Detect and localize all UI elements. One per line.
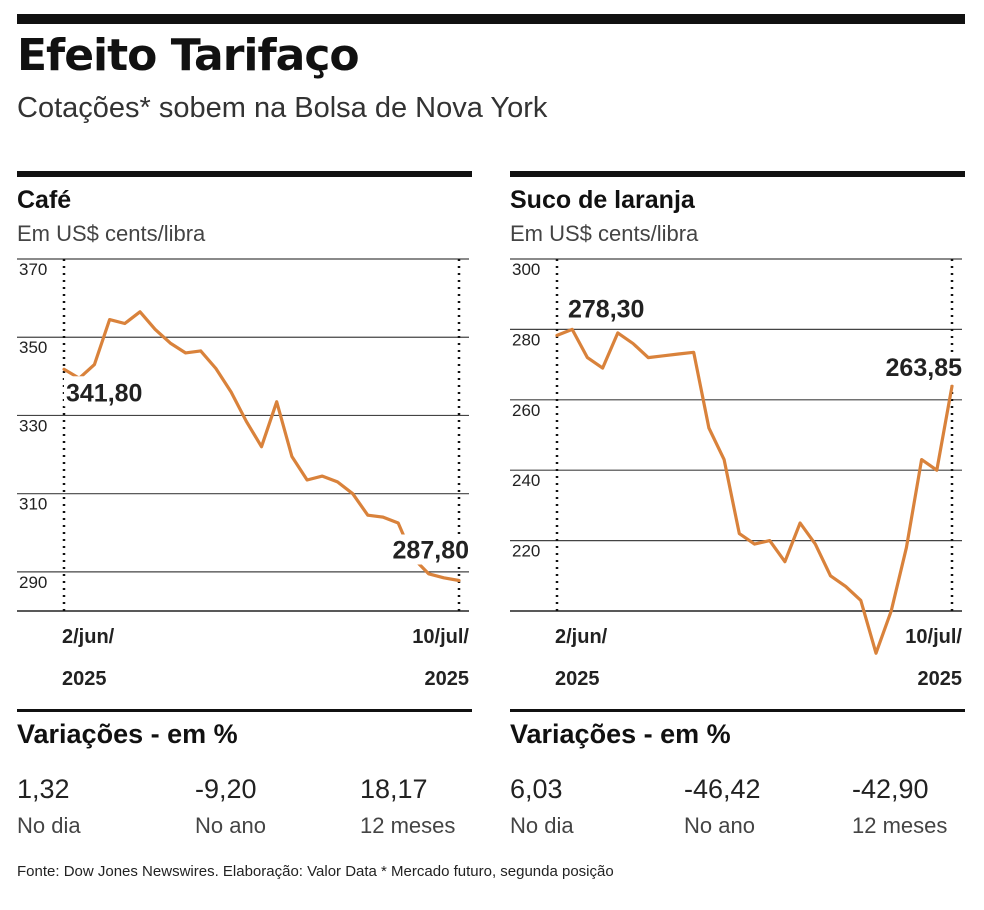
orange-juice-stat-day: 6,03 No dia: [510, 774, 574, 839]
source-footnote: Fonte: Dow Jones Newswires. Elaboração: …: [17, 863, 614, 880]
label-background: [566, 293, 668, 324]
y-tick-label: 280: [512, 330, 540, 349]
x-start-year-label: 2025: [62, 668, 107, 690]
x-start-label: 2/jun/: [555, 626, 608, 648]
start-value-label: 278,30: [568, 295, 644, 323]
y-tick-label: 330: [19, 416, 47, 435]
stat-value: -42,90: [852, 774, 929, 804]
stat-label: 12 meses: [852, 813, 948, 838]
stat-label: 12 meses: [360, 813, 456, 838]
y-tick-label: 300: [512, 260, 540, 279]
orange-juice-panel: Suco de laranja Em US$ cents/libra 220 24…: [510, 171, 965, 851]
label-background: [860, 352, 964, 383]
x-end-label: 10/jul/: [412, 626, 469, 648]
coffee-chart-unit: Em US$ cents/libra: [17, 221, 206, 246]
coffee-line-chart: 290 310 330 350 370 341,80 287,80 2/jun/2025 10/…: [17, 258, 470, 690]
panel-rule: [17, 171, 472, 177]
stat-value: -46,42: [684, 774, 761, 804]
variations-rule: [17, 709, 472, 712]
label-background: [385, 534, 469, 565]
y-tick-label: 240: [512, 471, 540, 490]
variations-rule: [510, 709, 965, 712]
x-end-year-label: 2025: [918, 668, 963, 690]
end-value-label: 287,80: [393, 536, 469, 564]
y-tick-label: 370: [19, 260, 47, 279]
stat-label: No ano: [684, 813, 755, 838]
x-start-label: 2/jun/: [62, 626, 115, 648]
orange-juice-line-chart: 220 240 260 280 300 278,30 263,85 2/jun/2025 10/…: [510, 258, 964, 690]
x-start-year-label: 2025: [555, 668, 600, 690]
coffee-stat-12m: 18,17 12 meses: [360, 774, 455, 839]
stat-value: 1,32: [17, 774, 70, 804]
start-value-label: 341,80: [66, 379, 142, 407]
orange-juice-stat-year: -46,42 No ano: [684, 774, 761, 839]
orange-juice-variations-title: Variações - em %: [510, 719, 731, 749]
stat-value: 18,17: [360, 774, 428, 804]
page-subtitle: Cotações* sobem na Bolsa de Nova York: [17, 92, 548, 124]
page-title: Efeito Tarifaço: [17, 30, 360, 81]
end-value-label: 263,85: [886, 354, 963, 382]
orange-juice-chart-title: Suco de laranja: [510, 186, 695, 214]
stat-label: No dia: [510, 813, 574, 838]
x-end-year-label: 2025: [425, 668, 470, 690]
x-end-label: 10/jul/: [905, 626, 962, 648]
price-series-line: [62, 310, 461, 583]
y-tick-label: 260: [512, 401, 540, 420]
y-tick-label: 350: [19, 338, 47, 357]
orange-juice-stat-12m: -42,90 12 meses: [852, 774, 947, 839]
stat-value: -9,20: [195, 774, 257, 804]
y-tick-label: 220: [512, 542, 540, 561]
stat-label: No dia: [17, 813, 81, 838]
coffee-panel: Café Em US$ cents/libra 290 310 330 350 370 3…: [17, 171, 472, 851]
coffee-stat-day: 1,32 No dia: [17, 774, 81, 839]
coffee-chart-title: Café: [17, 186, 72, 214]
coffee-variations-title: Variações - em %: [17, 719, 238, 749]
price-series-line: [555, 327, 954, 655]
y-tick-label: 290: [19, 573, 47, 592]
label-background: [64, 376, 166, 407]
top-rule: [17, 14, 965, 24]
orange-juice-chart-unit: Em US$ cents/libra: [510, 221, 699, 246]
coffee-stat-year: -9,20 No ano: [195, 774, 266, 839]
stat-label: No ano: [195, 813, 266, 838]
y-tick-label: 310: [19, 495, 47, 514]
panel-rule: [510, 171, 965, 177]
stat-value: 6,03: [510, 774, 563, 804]
